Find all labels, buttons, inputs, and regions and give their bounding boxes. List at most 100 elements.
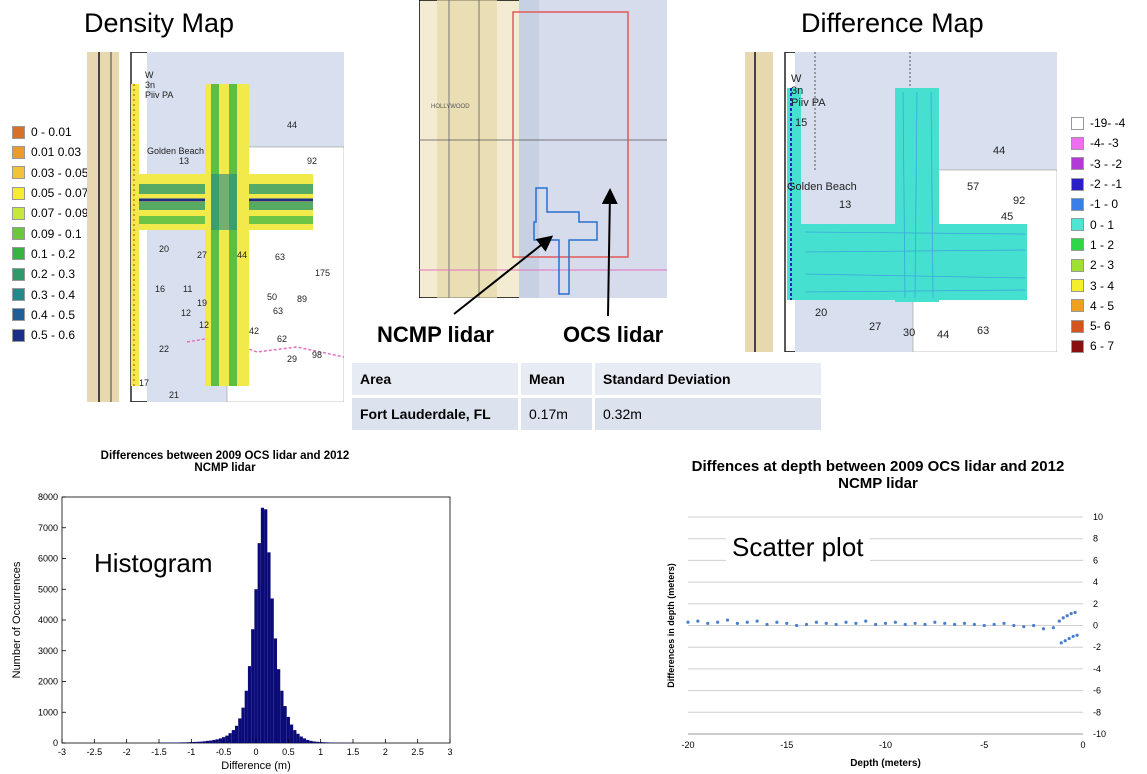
legend-swatch xyxy=(12,308,25,322)
land-area xyxy=(87,52,119,402)
scatter-point xyxy=(1067,636,1071,641)
legend-label: 0.3 - 0.4 xyxy=(31,287,76,302)
legend-swatch xyxy=(1071,258,1084,272)
x-tick-label: 2 xyxy=(383,747,388,757)
y-tick-label: 2 xyxy=(1093,599,1098,609)
scatter-point xyxy=(1032,623,1036,628)
chart-label: 62 xyxy=(277,334,287,344)
difference-legend-item: 0 - 1 xyxy=(1071,214,1125,234)
scatter-point xyxy=(962,621,967,625)
beach-strip xyxy=(119,52,131,402)
density-legend-item: 0.1 - 0.2 xyxy=(12,244,88,264)
histogram-bar xyxy=(196,741,200,743)
legend-swatch xyxy=(1071,279,1084,293)
scatter-point xyxy=(844,620,848,624)
legend-label: 0.5 - 0.6 xyxy=(31,328,76,343)
x-tick-label: -2.5 xyxy=(87,747,103,757)
x-tick-label: 1.5 xyxy=(347,747,360,757)
scatter-point xyxy=(1063,639,1067,643)
scatter-point xyxy=(1041,627,1046,631)
difference-texture xyxy=(804,91,1026,299)
x-tick-label: -2 xyxy=(123,747,131,757)
density-legend-item: 0.4 - 0.5 xyxy=(12,305,88,325)
chart-label: 3n xyxy=(145,80,155,90)
histogram-bar xyxy=(215,739,219,743)
legend-label: 0.03 - 0.05 xyxy=(31,165,89,180)
scatter-point xyxy=(854,621,858,625)
histogram-bar xyxy=(306,739,310,743)
difference-legend-item: 2 - 3 xyxy=(1071,255,1125,275)
x-tick-label: 0.5 xyxy=(282,747,295,757)
scatter-point xyxy=(804,622,809,627)
legend-label: 0.05 - 0.07 xyxy=(31,186,89,201)
chart-label: Piiv PA xyxy=(145,90,173,100)
chart-label: W xyxy=(145,70,154,80)
legend-swatch xyxy=(12,125,25,139)
survey-swath-nearshore xyxy=(131,84,139,386)
legend-swatch xyxy=(1071,136,1084,150)
histogram-bar xyxy=(270,598,274,743)
chart-label: W xyxy=(791,73,802,85)
density-legend-item: 0.5 - 0.6 xyxy=(12,325,88,345)
chart-label: 29 xyxy=(287,354,297,364)
scatter-point xyxy=(923,622,927,627)
chart-label: 3n xyxy=(791,85,803,97)
histogram-bar xyxy=(251,629,255,743)
scatter-point xyxy=(933,620,937,624)
chart-label: 30 xyxy=(903,327,915,339)
chart-label: 57 xyxy=(967,181,979,193)
legend-label: 2 - 3 xyxy=(1090,258,1115,273)
histogram-bar xyxy=(238,718,242,743)
chart-label: 98 xyxy=(312,350,322,360)
legend-label: 1 - 2 xyxy=(1090,237,1115,252)
chart-label: 44 xyxy=(993,145,1005,157)
scatter-point xyxy=(972,622,976,627)
chart-label: 12 xyxy=(199,320,209,330)
histogram-bar xyxy=(192,741,197,743)
density-legend: 0 - 0.01 0.01 0.03 0.03 - 0.05 0.05 - 0.07 0… xyxy=(12,122,88,345)
scatter-point xyxy=(795,623,799,628)
x-tick-label: -1 xyxy=(187,747,195,757)
histogram-bar xyxy=(234,725,239,743)
urban-area xyxy=(437,0,497,298)
histogram-bar xyxy=(257,543,261,743)
scatter-point xyxy=(1059,641,1063,645)
legend-label: 0 - 0.01 xyxy=(31,125,72,140)
legend-swatch xyxy=(1071,197,1084,211)
ocs-arrow xyxy=(601,188,618,317)
chart-label: Golden Beach xyxy=(787,181,857,193)
cell-area: Fort Lauderdale, FL xyxy=(352,398,518,430)
header-std-dev: Standard Deviation xyxy=(595,363,821,395)
density-legend-item: 0 - 0.01 xyxy=(12,122,88,142)
scatter-chart: 10 8 6 4 2 0 -2 -4 -6 -8 -10 -20 -15 -10 -5 0 Depth (met… xyxy=(666,512,1106,769)
scatter-point xyxy=(765,622,769,627)
density-legend-item: 0.09 - 0.1 xyxy=(12,223,88,243)
legend-swatch xyxy=(1071,218,1084,232)
legend-label: 3 - 4 xyxy=(1090,278,1115,293)
histogram-bar xyxy=(322,742,326,743)
x-tick-label: 0 xyxy=(1080,740,1085,750)
histogram-bar xyxy=(209,740,213,743)
swath-overlap xyxy=(211,174,237,230)
chart-label: 92 xyxy=(1013,195,1025,207)
x-tick-label: -10 xyxy=(879,740,892,750)
difference-legend-item: 1 - 2 xyxy=(1071,235,1125,255)
scatter-point xyxy=(874,622,878,627)
chart-label: Golden Beach xyxy=(147,146,204,156)
scatter-point xyxy=(1002,621,1006,625)
chart-label: 44 xyxy=(237,250,247,260)
y-tick-label: -8 xyxy=(1093,707,1101,717)
overview-map[interactable]: HOLLYWOOD xyxy=(419,0,667,298)
legend-label: 0.2 - 0.3 xyxy=(31,267,76,282)
histogram-bar xyxy=(296,733,300,743)
legend-swatch xyxy=(12,227,25,241)
place-label: HOLLYWOOD xyxy=(431,104,470,110)
annotation-arrows xyxy=(453,188,618,317)
scatter-point xyxy=(1065,614,1069,618)
y-tick-label: 0 xyxy=(53,738,58,748)
y-tick-label: 4 xyxy=(1093,577,1098,587)
legend-label: 6 - 7 xyxy=(1090,339,1115,354)
histogram-bar xyxy=(283,706,287,743)
